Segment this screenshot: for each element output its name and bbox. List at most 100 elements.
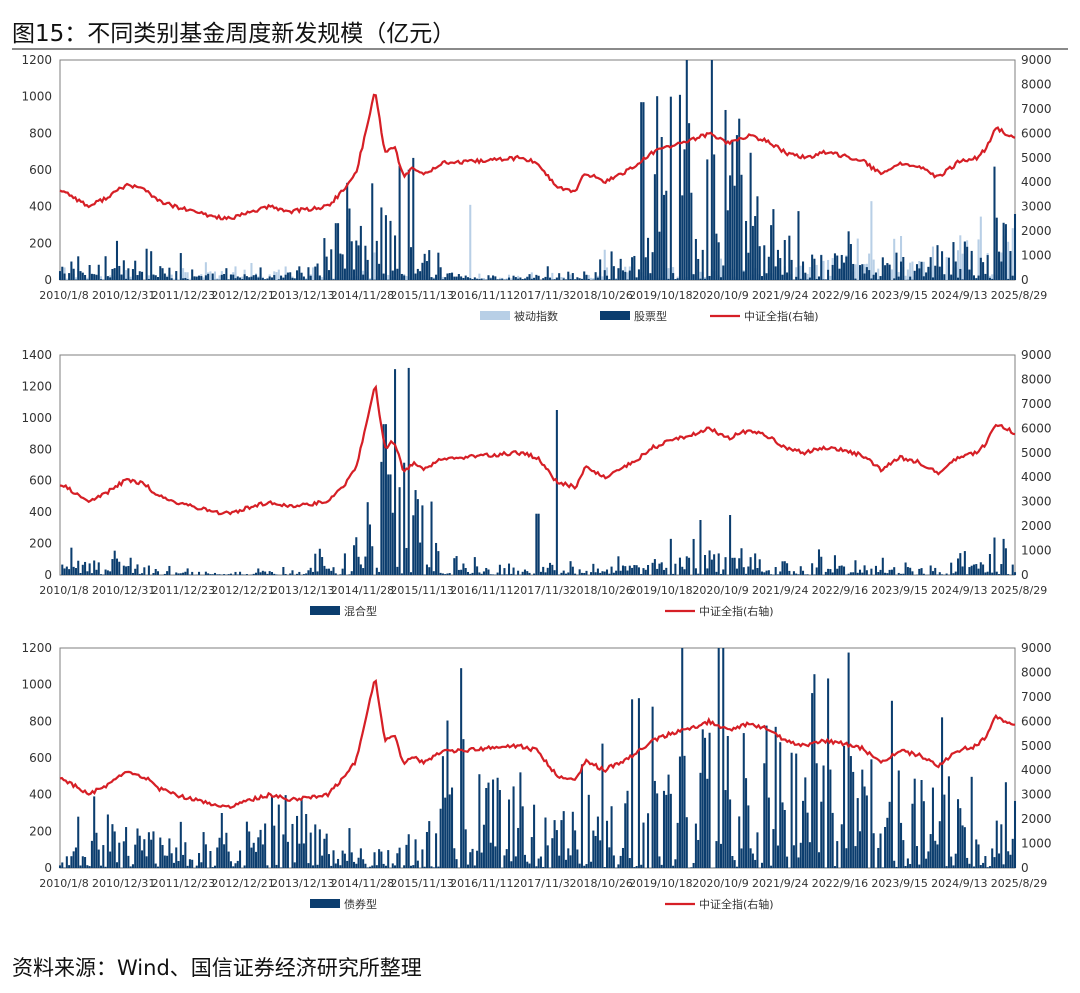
bar: [943, 794, 946, 868]
bar: [204, 275, 207, 280]
bar: [808, 277, 811, 280]
legend-swatch: [600, 311, 630, 320]
bar: [439, 267, 442, 280]
bar: [877, 847, 880, 868]
bar: [770, 865, 773, 868]
bar: [897, 572, 900, 575]
bar: [259, 267, 262, 280]
bar: [802, 570, 805, 575]
y2-tick-label: 6000: [1021, 421, 1052, 435]
bar: [138, 271, 141, 280]
bar: [177, 573, 180, 575]
bar: [961, 253, 964, 280]
bar: [314, 553, 317, 575]
bar: [729, 515, 732, 575]
bar: [460, 276, 463, 280]
bar: [863, 786, 866, 868]
bar: [993, 166, 996, 280]
bar: [982, 564, 985, 575]
bar: [236, 574, 239, 575]
bar: [223, 844, 226, 868]
bar: [601, 276, 604, 280]
bar: [587, 278, 590, 280]
bar: [300, 799, 303, 868]
bar: [895, 252, 898, 280]
bar: [79, 271, 82, 280]
bar: [669, 793, 672, 868]
bar: [343, 853, 346, 868]
bar: [656, 96, 659, 280]
bar: [1000, 564, 1003, 575]
bar: [350, 852, 353, 868]
bar: [959, 553, 962, 575]
bar: [690, 192, 693, 280]
bar: [68, 865, 71, 868]
bar: [886, 817, 889, 868]
bar: [330, 570, 333, 575]
bar: [758, 246, 761, 280]
bar: [163, 273, 166, 280]
bar: [122, 565, 125, 575]
bar: [400, 273, 403, 280]
bar: [343, 553, 346, 575]
bar: [355, 537, 358, 575]
bar: [186, 568, 189, 575]
bar: [325, 833, 328, 868]
bar: [134, 568, 137, 575]
x-tick-label: 2024/9/13: [931, 584, 987, 597]
y2-tick-label: 2000: [1021, 224, 1052, 238]
bar: [765, 725, 768, 868]
bar: [665, 190, 668, 280]
bar: [300, 272, 303, 280]
bar: [909, 863, 912, 868]
bar: [847, 573, 850, 575]
bar: [291, 570, 294, 575]
bar: [735, 568, 738, 575]
bar: [517, 278, 520, 280]
bar: [257, 277, 260, 280]
bar: [858, 569, 862, 575]
bar: [972, 564, 975, 575]
bar: [733, 557, 736, 575]
bar: [492, 275, 495, 280]
bar: [368, 278, 371, 280]
bar: [637, 698, 640, 868]
bar: [580, 764, 583, 868]
bar: [141, 850, 144, 868]
bar: [770, 574, 773, 575]
bar: [198, 275, 201, 280]
bar: [697, 573, 700, 575]
bar: [977, 275, 980, 280]
bar: [90, 840, 93, 868]
bar: [567, 572, 570, 575]
bar: [441, 756, 444, 868]
bar: [742, 271, 745, 280]
bar: [314, 824, 317, 868]
bar: [147, 565, 150, 575]
bar: [797, 211, 800, 280]
bar: [430, 277, 433, 280]
bar: [694, 238, 697, 280]
bar: [72, 851, 75, 868]
bar: [754, 859, 757, 868]
bar: [277, 279, 280, 280]
bar: [699, 772, 702, 868]
x-tick-label: 2025/8/29: [991, 877, 1047, 890]
bar: [141, 271, 144, 280]
bar: [63, 568, 66, 575]
bar: [988, 277, 991, 280]
bar: [188, 278, 191, 280]
bar: [409, 247, 413, 280]
bar: [991, 278, 994, 280]
bar: [355, 240, 358, 280]
bar: [446, 720, 449, 868]
bar: [986, 867, 989, 868]
bar: [471, 572, 474, 575]
bar: [886, 263, 889, 280]
bar: [280, 275, 283, 280]
bar: [100, 865, 103, 868]
bar: [811, 254, 814, 280]
bar: [571, 811, 574, 868]
bar: [120, 274, 123, 280]
bar: [63, 273, 66, 280]
